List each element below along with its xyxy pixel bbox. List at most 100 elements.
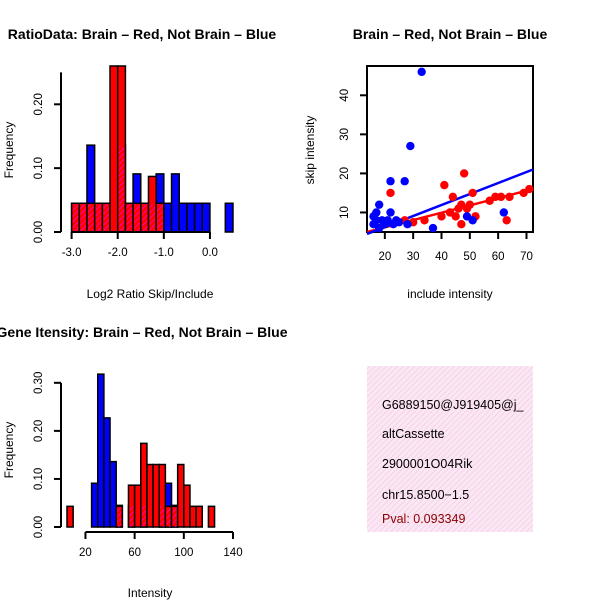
intensity-overlap-bar [160,506,165,527]
not-brain-point [428,223,438,233]
ratio-blue-bar [186,202,196,233]
scatter-x-tick-label: 40 [435,251,448,263]
scatter-y-tick-label: 40 [339,89,351,102]
ratio-overlap-bar [87,204,94,232]
scatter-x-tick-label: 50 [463,251,476,263]
ratio-overlap-bar [72,204,79,232]
intensity-y-tick-label: 0.10 [33,468,45,490]
info-line-gene-symbol: 2900001O04Rik [382,457,473,471]
intensity-x-label: Intensity [128,586,173,600]
intensity-x-tick-label: 140 [223,547,242,559]
intensity-red-bar [146,463,154,528]
ratio-histogram: RatioData: Brain – Red, Not Brain – Blue… [2,26,276,301]
ratio-x-tick-label: -3.0 [62,247,82,259]
ratio-overlap-bar [95,204,102,232]
brain-point [468,188,477,198]
ratio-overlap-bar [126,204,133,232]
not-brain-point [499,208,509,217]
ratio-blue-bar [201,202,211,233]
brain-point [459,169,469,178]
intensity-x-tick-label: 60 [128,547,141,559]
intensity-x-tick-label: 100 [174,547,193,559]
info-pval: Pval: 0.093349 [382,512,465,526]
info-line-event-type: altCassette [382,427,445,441]
intensity-overlap-bar [141,506,146,527]
ratio-x-tick-label: -2.0 [108,247,128,259]
info-panel: G6889150@J919405@j_ altCassette 2900001O… [367,366,533,532]
not-brain-point [394,218,404,227]
ratio-chart-title: RatioData: Brain – Red, Not Brain – Blue [8,26,277,42]
intensity-scatter: Brain – Red, Not Brain – Blue include in… [303,26,547,301]
intensity-blue-bar [96,373,105,528]
scatter-x-tick-label: 60 [492,251,505,263]
info-line-gene-id: G6889150@J919405@j_ [382,398,525,412]
ratio-overlap-bar [134,204,140,232]
intensity-red-bar [183,484,191,528]
intensity-red-bar [152,463,160,528]
intensity-y-tick-label: 0.30 [33,372,45,394]
intensity-red-bar [133,484,142,528]
info-panel-hatch [367,366,533,532]
intensity-red-bar [176,463,185,528]
not-brain-point [372,208,381,217]
intensity-y-label: Frequency [2,422,16,479]
not-brain-point [386,208,395,217]
brain-point [502,216,511,225]
scatter-plot-box [366,65,534,233]
not-brain-point [468,216,477,225]
ratio-blue-bar [193,202,204,233]
ratio-y-label: Frequency [2,122,16,179]
scatter-y-label: skip intensity [303,116,317,185]
not-brain-point [386,177,395,186]
brain-point [440,180,449,190]
scatter-x-tick-label: 70 [520,251,533,263]
intensity-red-bar [207,505,216,528]
intensity-overlap-bar [129,506,134,527]
brain-point [465,200,475,209]
intensity-y-tick-label: 0.00 [33,516,45,538]
ratio-red-bar [109,65,119,233]
not-brain-point [417,67,426,77]
scatter-x-tick-label: 30 [407,251,420,263]
intensity-x-tick-label: 20 [79,547,92,559]
intensity-blue-bar [103,417,111,528]
brain-point [496,192,506,202]
scatter-x-label: include intensity [407,287,492,301]
ratio-x-tick-label: -1.0 [154,247,174,259]
brain-point [386,188,395,198]
ratio-y-tick-label: 0.20 [33,93,45,115]
ratio-y-tick-label: 0.00 [33,221,45,243]
ratio-blue-bar [224,202,234,233]
intensity-y-tick-label: 0.20 [33,420,45,442]
intensity-overlap-bar [166,507,171,527]
scatter-chart-title: Brain – Red, Not Brain – Blue [353,26,548,42]
ratio-blue-bar [170,173,180,233]
brain-point [437,212,446,221]
info-line-location: chr15.8500−1.5 [382,488,469,502]
brain-point [525,184,534,194]
brain-point [451,212,460,221]
ratio-blue-bar [163,202,173,233]
brain-point [457,219,466,229]
brain-point [448,192,458,202]
ratio-overlap-bar [80,204,86,232]
intensity-red-bar [189,505,197,528]
not-brain-point [406,141,415,151]
ratio-overlap-bar [157,204,163,232]
ratio-x-tick-label: 0.0 [202,247,218,259]
ratio-overlap-bar [149,204,156,232]
ratio-y-tick-label: 0.10 [33,157,45,179]
ratio-overlap-bar [118,146,125,232]
intensity-blue-bar [90,482,99,528]
ratio-blue-bar [178,202,188,233]
scatter-y-tick-label: 30 [339,128,351,141]
intensity-red-bar [195,505,204,528]
intensity-overlap-bar [117,507,122,527]
not-brain-point [403,219,412,229]
not-brain-point [400,177,409,186]
intensity-blue-bar [109,460,117,528]
intensity-red-bar [66,505,74,528]
brain-point [505,192,514,202]
brain-point [420,216,429,225]
